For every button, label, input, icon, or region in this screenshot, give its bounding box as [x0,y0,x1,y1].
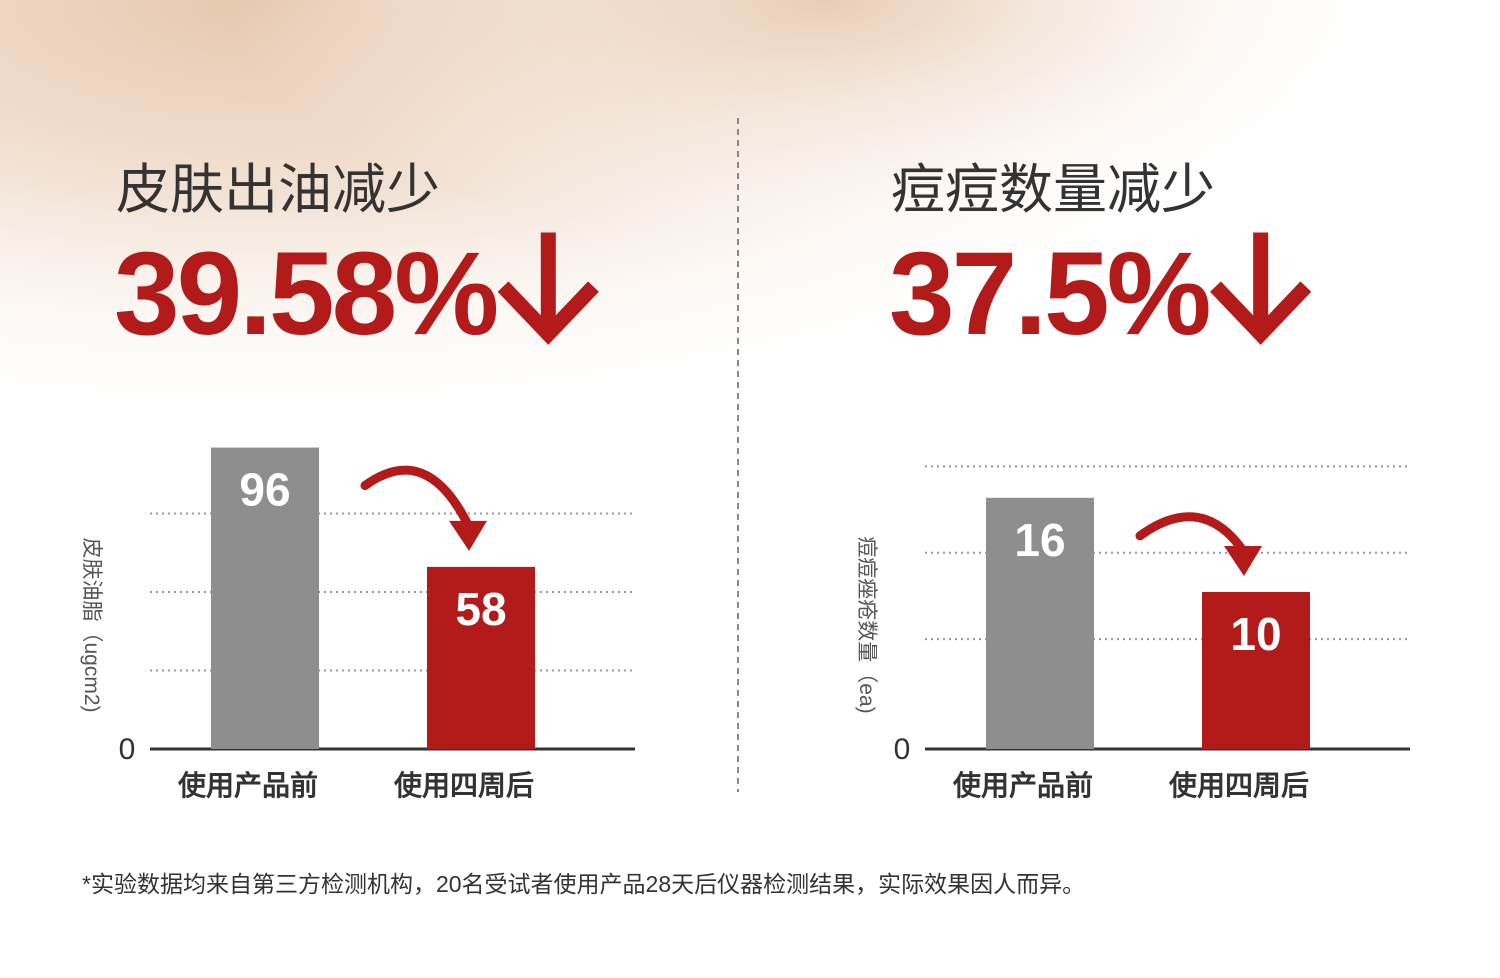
bar [986,497,1094,749]
y-tick-label: 0 [119,733,136,766]
value-label: 96 [239,464,290,516]
value-label: 10 [1230,608,1281,660]
trend-arrow [360,465,474,532]
value-label: 16 [1014,514,1065,566]
trend-arrowhead [1224,546,1262,576]
headline-value: 37.5% [889,228,1209,360]
y-tick-label: 0 [894,733,911,766]
down-arrow-icon [1210,232,1312,345]
trend-arrowhead [449,520,487,551]
x-tick-label: 使用四周后 [1168,770,1309,801]
bar [211,447,319,749]
y-axis-label: 皮肤油脂（ugcm2) [80,537,103,712]
down-arrow-icon [497,232,599,345]
y-axis-label: 痘痘痤疮数量（ea) [855,536,878,713]
trend-arrow [1135,512,1249,557]
chart-title: 痘痘数量减少 [891,160,1215,220]
x-tick-label: 使用产品前 [177,769,318,801]
headline-value: 39.58% [114,228,496,360]
bar [427,566,535,749]
x-tick-label: 使用四周后 [393,770,534,801]
chart-title: 皮肤出油减少 [116,160,440,220]
footnote: *实验数据均来自第三方检测机构，20名受试者使用产品28天后仪器检测结果，实际效… [82,871,1085,897]
value-label: 58 [455,583,506,635]
bar [1202,592,1310,749]
x-tick-label: 使用产品前 [952,769,1093,801]
